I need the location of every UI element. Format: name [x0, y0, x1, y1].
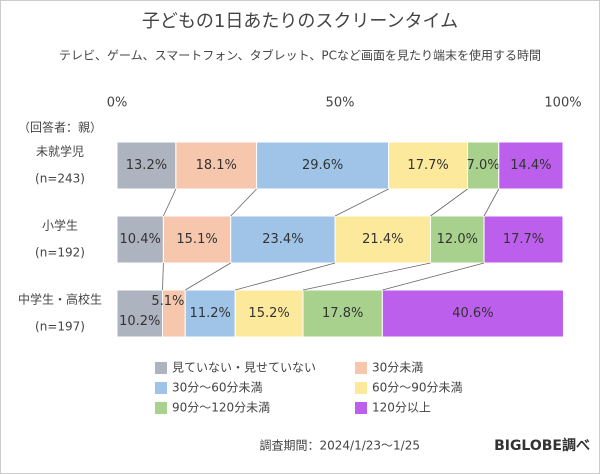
- connector-line: [235, 262, 336, 291]
- connector-line: [230, 188, 257, 217]
- value-label: 17.8%: [322, 306, 363, 321]
- legend-swatch: [355, 362, 367, 374]
- bar-segment: [175, 141, 258, 190]
- value-label: 11.2%: [190, 306, 231, 321]
- bar-segment: [302, 289, 383, 338]
- category-label: 小学生: [42, 218, 78, 233]
- x-tick-label: 0%: [107, 96, 128, 111]
- legend-label: 見ていない・見せていない: [172, 361, 316, 375]
- sample-size: (n=243): [35, 172, 85, 186]
- value-label: 29.6%: [302, 158, 343, 173]
- legend-swatch: [355, 382, 367, 394]
- bar-segment: [430, 215, 485, 264]
- connector-line: [185, 262, 231, 291]
- bar-segment: [256, 141, 390, 190]
- bar-segment: [230, 215, 336, 264]
- value-label: 17.7%: [407, 158, 448, 173]
- footer-period: 調査期間：2024/1/23～1/25: [260, 439, 420, 453]
- bar-segment: [381, 289, 564, 338]
- value-label: 21.4%: [362, 232, 403, 247]
- chart-subtitle: テレビ、ゲーム、スマートフォン、タブレット、PCなど画面を見たり端末を使用する時…: [59, 48, 541, 63]
- value-label: 12.0%: [437, 232, 478, 247]
- value-label: 15.2%: [248, 306, 289, 321]
- value-label: 15.1%: [176, 232, 217, 247]
- respondent-note: （回答者：親）: [18, 120, 102, 135]
- category-label: 未就学児: [36, 144, 84, 159]
- bar-segment: [498, 141, 564, 190]
- value-label: 13.2%: [126, 158, 167, 173]
- legend-label: 120分以上: [372, 401, 431, 415]
- value-label: 5.1%: [151, 294, 184, 309]
- connector-line: [382, 262, 485, 291]
- x-tick-label: 100%: [544, 96, 581, 111]
- bar-segment: [388, 141, 469, 190]
- connector-line: [483, 188, 500, 217]
- x-tick-label: 50%: [326, 96, 355, 111]
- connector-line: [334, 188, 389, 217]
- bar-segment: [467, 141, 500, 190]
- sample-size: (n=192): [35, 246, 85, 260]
- bar-segment: [116, 215, 164, 264]
- sample-size: (n=197): [35, 320, 85, 334]
- category-label: 中学生・高校生: [18, 292, 102, 307]
- bar-segment: [116, 289, 163, 338]
- connector-line: [162, 262, 164, 291]
- legend-swatch: [155, 362, 167, 374]
- connector-line: [302, 262, 431, 291]
- legend-swatch: [355, 402, 367, 414]
- bar-segment: [162, 215, 232, 264]
- bar-segment: [334, 215, 432, 264]
- value-label: 18.1%: [196, 158, 237, 173]
- value-label: 10.2%: [119, 314, 160, 329]
- connector-line: [163, 188, 177, 217]
- legend-swatch: [155, 402, 167, 414]
- legend-swatch: [155, 382, 167, 394]
- connector-line: [430, 188, 468, 217]
- value-label: 10.4%: [120, 232, 161, 247]
- bar-segment: [116, 141, 177, 190]
- chart-title: 子どもの1日あたりのスクリーンタイム: [142, 11, 458, 32]
- value-label: 40.6%: [452, 306, 493, 321]
- value-label: 7.0%: [467, 158, 500, 173]
- bar-segment: [483, 215, 564, 264]
- legend-label: 60分～90分未満: [372, 381, 463, 395]
- value-label: 14.4%: [510, 158, 551, 173]
- legend-label: 30分未満: [372, 361, 423, 375]
- value-label: 23.4%: [262, 232, 303, 247]
- footer-source: BIGLOBE調べ: [494, 437, 590, 454]
- legend-label: 30分～60分未満: [172, 381, 263, 395]
- legend-label: 90分～120分未満: [172, 401, 270, 415]
- value-label: 17.7%: [503, 232, 544, 247]
